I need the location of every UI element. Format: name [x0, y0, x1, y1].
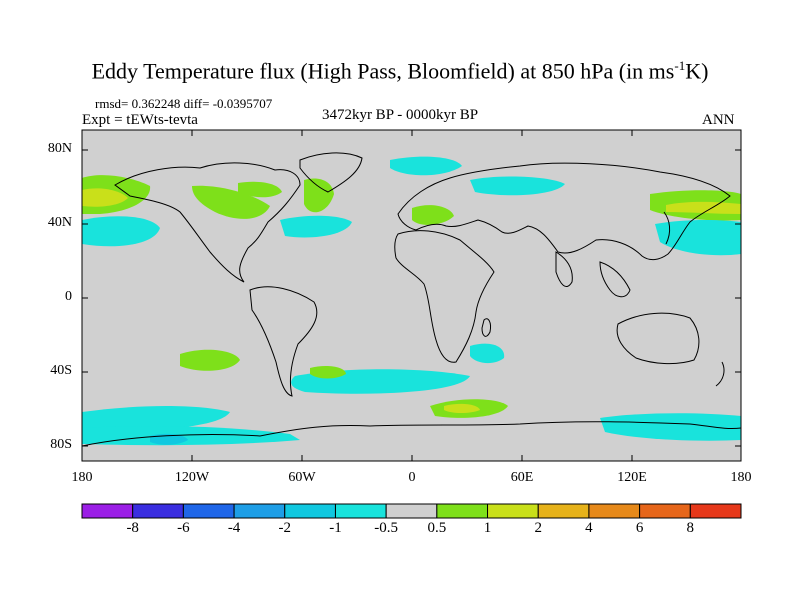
india-coast	[555, 251, 573, 287]
africa-coast	[394, 230, 495, 363]
positive-anomaly	[238, 181, 282, 198]
south-america-coast	[249, 286, 318, 397]
strong-positive-anomaly	[82, 188, 128, 207]
lat-label: 40S	[50, 363, 72, 378]
negative-anomaly	[470, 343, 505, 364]
lon-label: 180	[71, 470, 93, 485]
colorbar-label: 2	[534, 520, 542, 536]
positive-anomaly	[192, 185, 270, 219]
lat-label: 40N	[47, 215, 72, 230]
positive-anomaly	[310, 366, 346, 379]
colorbar-label: 6	[635, 520, 644, 536]
negative-anomaly	[82, 406, 230, 431]
colorbar-label: -1	[329, 520, 342, 536]
negative-anomaly	[82, 426, 300, 446]
lon-label: 180	[730, 470, 752, 485]
antarctica-coast	[82, 421, 741, 447]
plot-title: Eddy Temperature flux (High Pass, Bloomf…	[91, 58, 709, 84]
colorbar-swatch	[487, 503, 539, 519]
colorbar-label: -2	[278, 520, 292, 536]
colorbar-swatch	[385, 503, 438, 519]
new-zealand-coast	[715, 361, 725, 387]
colorbar-swatch	[588, 503, 641, 519]
positive-anomaly	[304, 178, 334, 213]
positive-anomaly	[180, 349, 240, 371]
lat-label: 80S	[50, 437, 72, 452]
north-america-coast	[114, 162, 301, 283]
lon-label: 0	[408, 470, 416, 485]
negative-anomaly	[600, 413, 741, 441]
colorbar-swatch	[689, 503, 742, 519]
colorbar-label: -0.5	[374, 520, 399, 536]
colorbar-swatch	[233, 503, 286, 519]
se-asia-coast	[599, 261, 631, 298]
lat-label: 80N	[47, 141, 72, 156]
lon-label: 120E	[617, 470, 647, 485]
strong-positive-anomaly	[444, 403, 480, 413]
colorbar-swatch	[81, 503, 134, 519]
coastlines	[82, 152, 741, 447]
lon-label: 120W	[174, 470, 210, 485]
colorbar-label: -4	[227, 520, 241, 536]
colorbar-swatch	[537, 503, 590, 519]
colorbar-swatch	[436, 503, 489, 519]
greenland-coast	[299, 152, 363, 193]
negative-anomaly	[82, 216, 160, 247]
colorbar-label: 4	[585, 520, 593, 536]
colorbar-swatch	[182, 503, 235, 519]
experiment-label: Expt = tEWts-tevta	[82, 112, 198, 128]
lat-label: 0	[65, 289, 72, 304]
colorbar-swatch	[334, 503, 387, 519]
colorbar-swatch	[284, 503, 336, 519]
lon-label: 60W	[288, 470, 316, 485]
japan-coast	[663, 211, 671, 245]
negative-anomaly	[470, 176, 565, 196]
eurasia-coast	[397, 162, 731, 261]
colorbar-label: -6	[177, 520, 190, 536]
colorbar-label: -8	[126, 520, 139, 536]
colorbar	[81, 503, 742, 519]
negative-anomaly	[655, 220, 741, 256]
australia-coast	[616, 312, 700, 365]
period-label: 3472kyr BP - 0000kyr BP	[321, 107, 479, 123]
season-label: ANN	[702, 112, 735, 128]
map-background	[82, 130, 741, 461]
lon-label: 60E	[510, 470, 534, 485]
negative-anomaly	[390, 156, 462, 176]
colorbar-swatch	[132, 503, 184, 519]
positive-anomaly	[412, 205, 454, 225]
madagascar-coast	[481, 318, 491, 337]
negative-anomaly	[280, 215, 352, 238]
strong-positive-anomaly	[666, 201, 741, 214]
colorbar-label: 1	[483, 520, 492, 536]
axis-ticks	[82, 130, 741, 461]
stats-text: rmsd= 0.362248 diff= -0.0395707	[95, 96, 273, 111]
colorbar-label: 8	[686, 520, 695, 536]
anomaly-fields	[82, 156, 741, 446]
colorbar-label: 0.5	[427, 520, 447, 536]
colorbar-swatch	[639, 503, 691, 519]
